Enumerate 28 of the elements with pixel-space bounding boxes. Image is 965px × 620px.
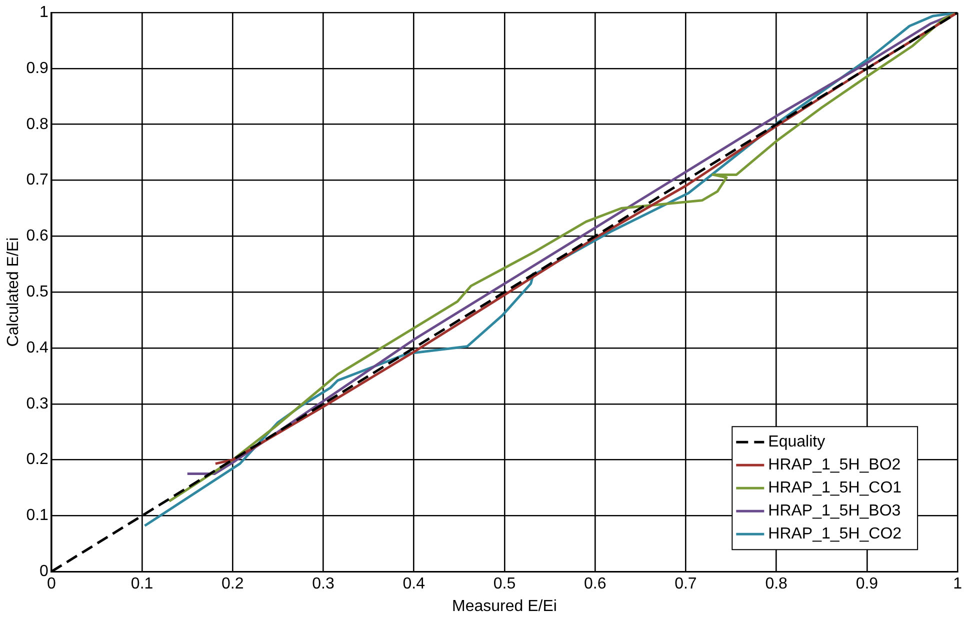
x-tick-label: 0.1 [130,576,154,593]
y-tick-label: 0.7 [26,172,49,189]
legend-label: HRAP_1_5H_CO2 [768,526,902,543]
x-tick-label: 1 [953,576,962,593]
x-tick-label: 0.6 [584,576,606,593]
x-tick-label: 0.9 [856,576,878,593]
y-tick-label: 0.9 [26,60,49,77]
y-tick-label: 0.6 [26,228,49,245]
y-axis-title: Calculated E/Ei [5,237,22,347]
legend-label: HRAP_1_5H_BO2 [768,456,901,474]
y-tick-label: 0 [40,563,49,580]
x-tick-label: 0.2 [222,576,244,593]
x-tick-label: 0.5 [493,576,516,593]
y-tick-label: 0.3 [26,395,49,412]
x-tick-label: 0.3 [312,576,334,593]
y-tick-label: 0.5 [26,284,49,301]
y-tick-label: 0.2 [26,451,49,468]
y-tick-label: 0.1 [26,507,49,524]
y-tick-label: 0.4 [26,339,49,356]
y-tick-label: 0.8 [26,116,49,133]
x-tick-label: 0.8 [765,576,788,593]
y-tick-label: 1 [40,4,49,22]
legend-label: HRAP_1_5H_CO1 [768,480,902,497]
x-axis-title: Measured E/Ei [452,598,557,615]
x-tick-label: 0.7 [674,576,697,593]
legend-label: Equality [768,434,826,451]
x-tick-label: 0.4 [402,576,426,593]
legend-label: HRAP_1_5H_BO3 [768,502,901,520]
